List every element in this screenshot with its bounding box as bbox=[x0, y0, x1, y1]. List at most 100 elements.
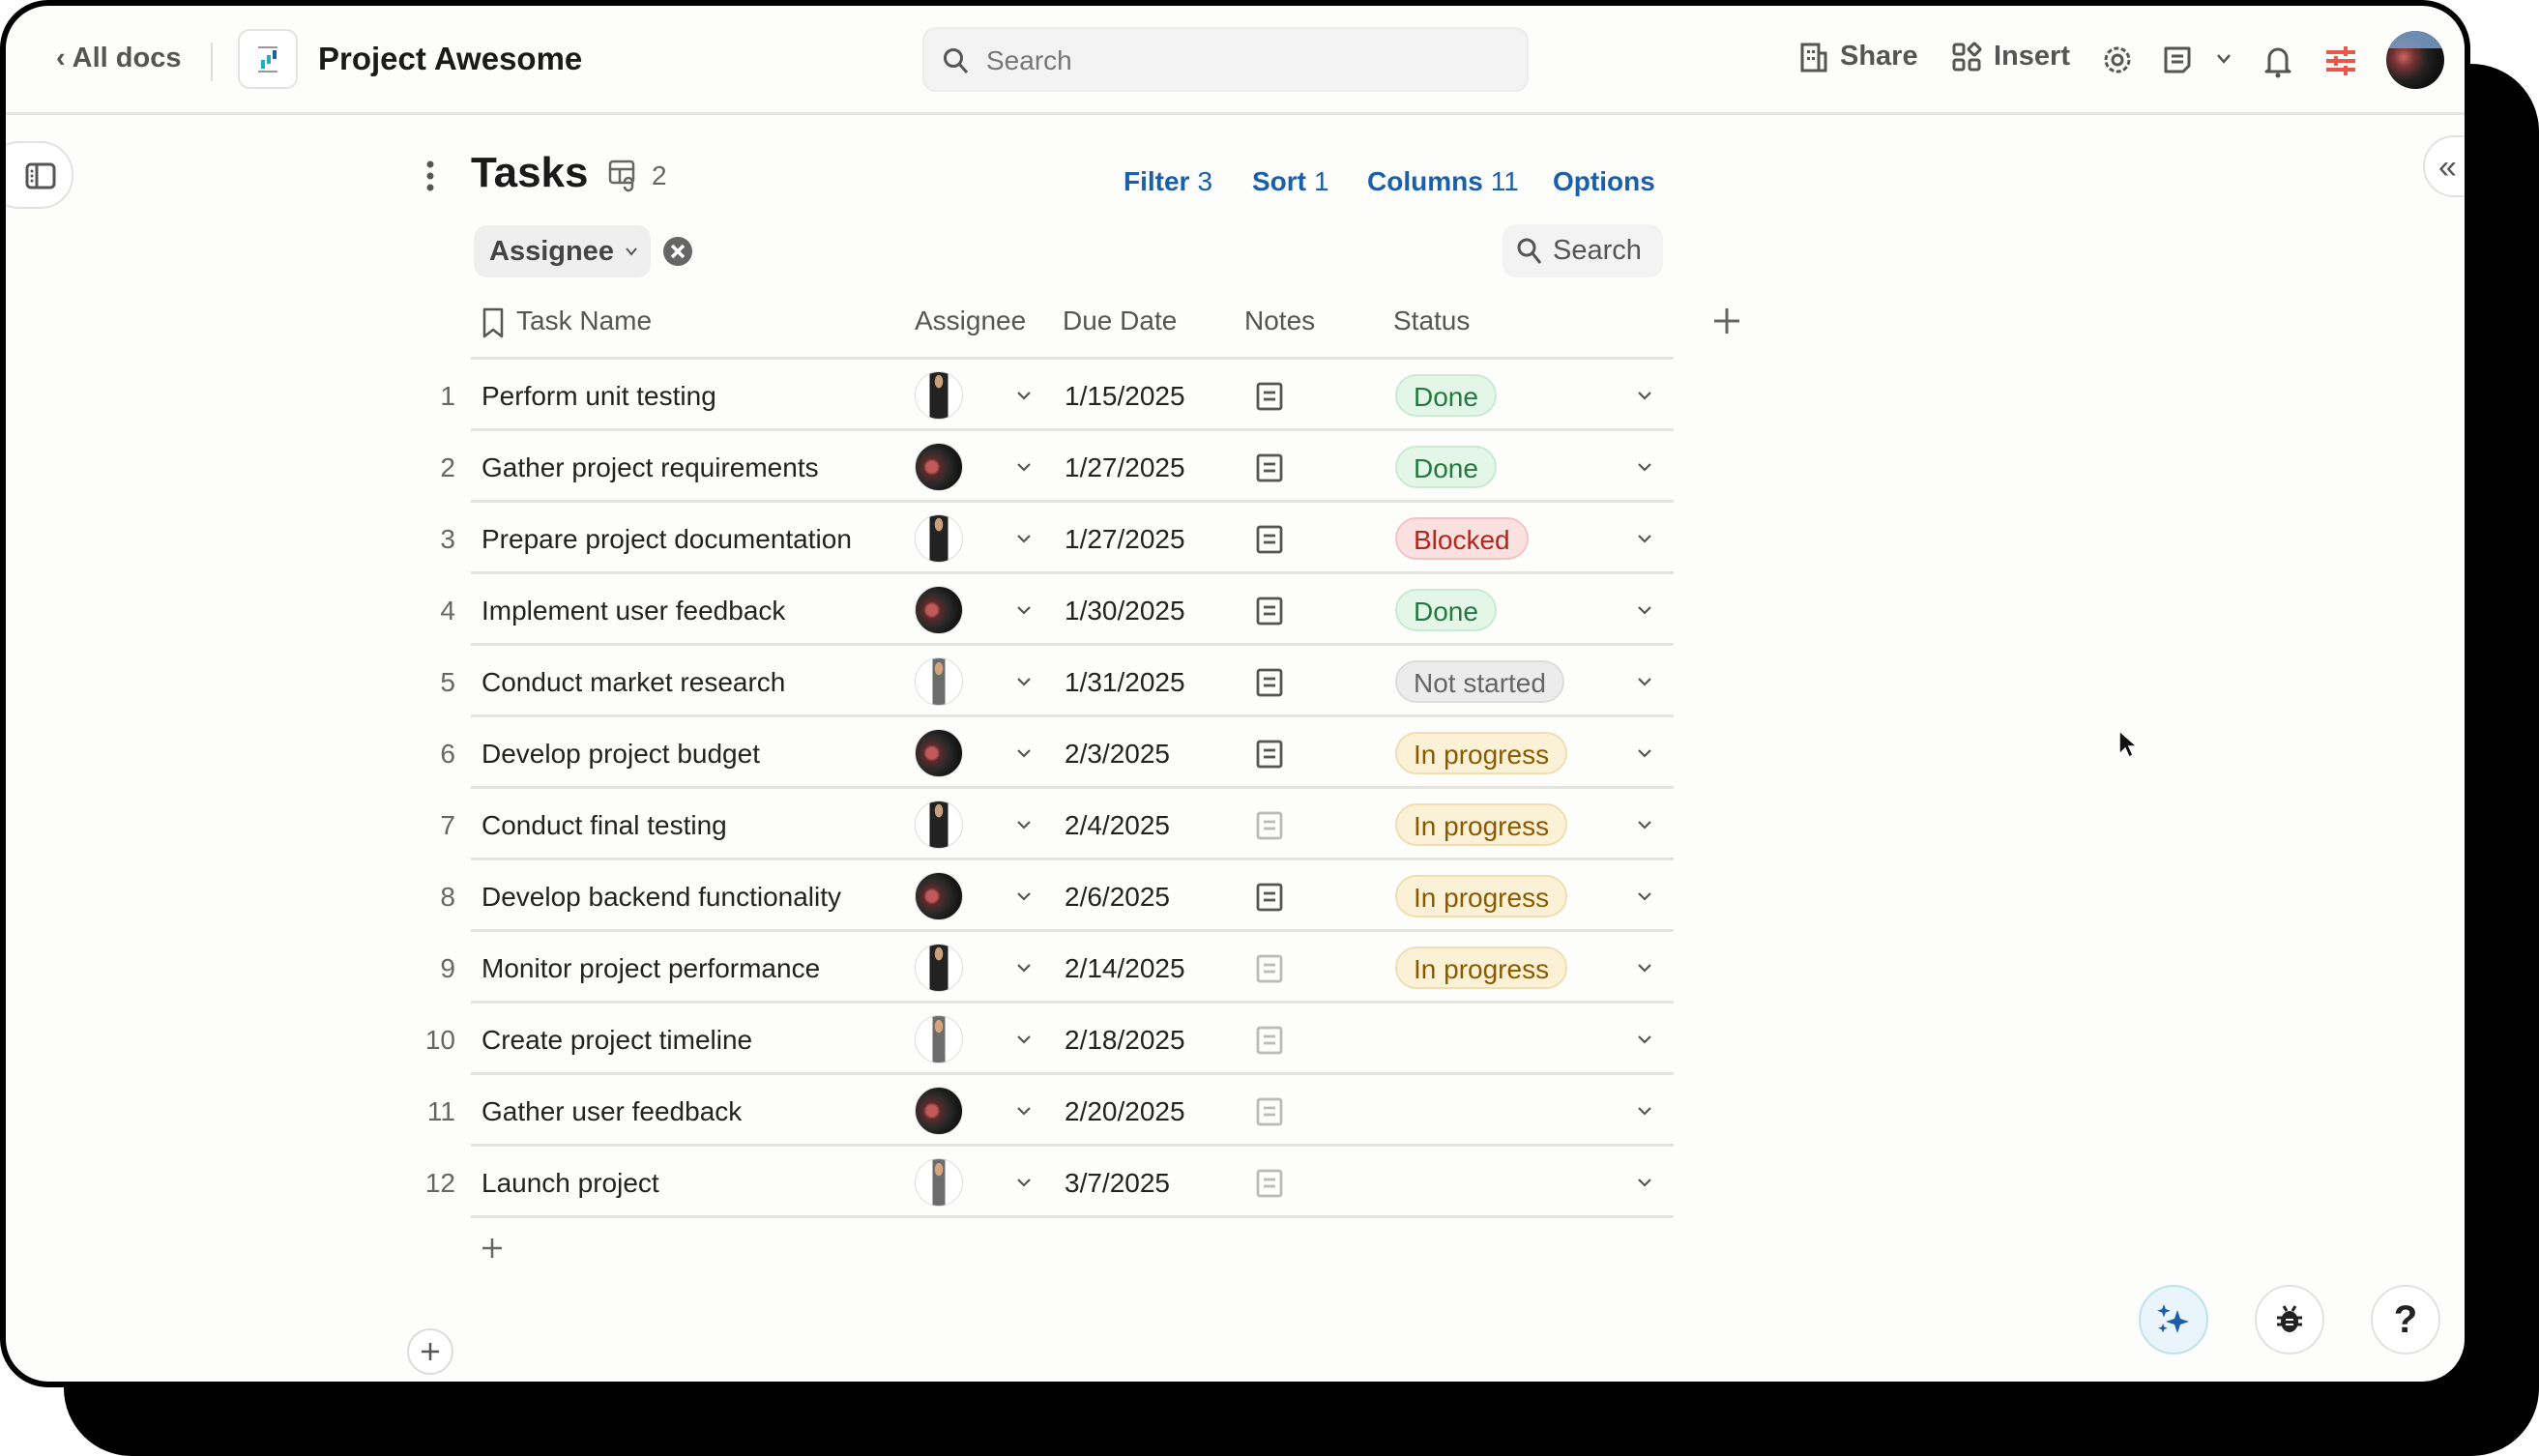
assignee-avatar[interactable] bbox=[915, 1087, 963, 1135]
assignee-chevron-down-icon[interactable] bbox=[1015, 882, 1033, 911]
linked-tables-icon[interactable] bbox=[607, 159, 640, 193]
status-chevron-down-icon[interactable] bbox=[1636, 882, 1653, 911]
columns-button[interactable]: Columns 11 bbox=[1367, 166, 1519, 196]
task-name-cell[interactable]: Gather project requirements bbox=[482, 452, 819, 482]
notes-icon[interactable] bbox=[1255, 1168, 1284, 1199]
assignee-chevron-down-icon[interactable] bbox=[1015, 381, 1033, 410]
due-date-cell[interactable]: 3/7/2025 bbox=[1065, 1168, 1170, 1198]
assignee-chevron-down-icon[interactable] bbox=[1015, 596, 1033, 625]
assignee-avatar[interactable] bbox=[915, 1015, 963, 1063]
table-row[interactable]: 2 Gather project requirements 1/27/2025 Don… bbox=[412, 431, 1674, 503]
doc-logo-icon[interactable] bbox=[238, 29, 298, 89]
status-chevron-down-icon[interactable] bbox=[1636, 739, 1653, 768]
collapse-right-panel-button[interactable]: « bbox=[2423, 135, 2465, 197]
comments-icon[interactable] bbox=[2160, 43, 2195, 77]
table-row[interactable]: 1 Perform unit testing 1/15/2025 Done bbox=[412, 360, 1674, 431]
assignee-avatar[interactable] bbox=[915, 801, 963, 849]
assignee-chevron-down-icon[interactable] bbox=[1015, 1096, 1033, 1125]
assignee-avatar[interactable] bbox=[915, 586, 963, 634]
task-name-cell[interactable]: Prepare project documentation bbox=[482, 524, 852, 554]
status-chevron-down-icon[interactable] bbox=[1636, 810, 1653, 839]
status-badge[interactable]: In progress bbox=[1395, 803, 1568, 846]
task-name-cell[interactable]: Perform unit testing bbox=[482, 381, 716, 411]
status-badge[interactable]: Not started bbox=[1395, 660, 1564, 703]
due-date-cell[interactable]: 1/31/2025 bbox=[1065, 667, 1185, 697]
assignee-avatar[interactable] bbox=[915, 872, 963, 920]
task-name-cell[interactable]: Implement user feedback bbox=[482, 596, 786, 626]
notes-icon[interactable] bbox=[1255, 739, 1284, 770]
options-button[interactable]: Options bbox=[1553, 166, 1655, 196]
assignee-chevron-down-icon[interactable] bbox=[1015, 739, 1033, 768]
notes-icon[interactable] bbox=[1255, 452, 1284, 483]
task-name-cell[interactable]: Gather user feedback bbox=[482, 1096, 743, 1126]
add-row-icon[interactable] bbox=[480, 1236, 505, 1261]
status-badge[interactable]: Done bbox=[1395, 446, 1497, 488]
notes-icon[interactable] bbox=[1255, 524, 1284, 555]
assignee-avatar[interactable] bbox=[915, 443, 963, 491]
task-name-cell[interactable]: Develop backend functionality bbox=[482, 882, 842, 912]
assignee-chevron-down-icon[interactable] bbox=[1015, 667, 1033, 696]
status-chevron-down-icon[interactable] bbox=[1636, 524, 1653, 553]
notes-icon[interactable] bbox=[1255, 596, 1284, 626]
table-row[interactable]: 3 Prepare project documentation 1/27/2025 B… bbox=[412, 503, 1674, 574]
status-chevron-down-icon[interactable] bbox=[1636, 667, 1653, 696]
task-name-cell[interactable]: Conduct final testing bbox=[482, 810, 727, 840]
status-badge[interactable]: Blocked bbox=[1395, 517, 1529, 560]
chevron-down-icon[interactable] bbox=[2215, 52, 2233, 66]
assignee-chevron-down-icon[interactable] bbox=[1015, 1168, 1033, 1197]
assignee-avatar[interactable] bbox=[915, 657, 963, 706]
insert-button[interactable]: Insert bbox=[1951, 41, 2070, 73]
assignee-chevron-down-icon[interactable] bbox=[1015, 452, 1033, 481]
group-by-assignee-chip[interactable]: Assignee bbox=[474, 225, 651, 277]
column-header-due-date[interactable]: Due Date bbox=[1063, 306, 1178, 335]
task-name-cell[interactable]: Launch project bbox=[482, 1168, 659, 1198]
notes-icon[interactable] bbox=[1255, 810, 1284, 841]
bell-icon[interactable] bbox=[2262, 43, 2293, 79]
assignee-avatar[interactable] bbox=[915, 944, 963, 992]
global-search-input[interactable]: Search bbox=[922, 27, 1529, 92]
assignee-avatar[interactable] bbox=[915, 729, 963, 777]
table-row[interactable]: 7 Conduct final testing 2/4/2025 In progres… bbox=[412, 789, 1674, 860]
due-date-cell[interactable]: 1/27/2025 bbox=[1065, 524, 1185, 554]
assignee-avatar[interactable] bbox=[915, 1158, 963, 1207]
assignee-chevron-down-icon[interactable] bbox=[1015, 810, 1033, 839]
status-badge[interactable]: In progress bbox=[1395, 875, 1568, 917]
filter-button[interactable]: Filter 3 bbox=[1124, 166, 1213, 196]
status-chevron-down-icon[interactable] bbox=[1636, 1025, 1653, 1054]
notes-icon[interactable] bbox=[1255, 953, 1284, 984]
table-row[interactable]: 4 Implement user feedback 1/30/2025 Done bbox=[412, 574, 1674, 646]
notes-icon[interactable] bbox=[1255, 1025, 1284, 1056]
due-date-cell[interactable]: 1/15/2025 bbox=[1065, 381, 1185, 411]
add-block-button[interactable] bbox=[407, 1328, 453, 1375]
assignee-avatar[interactable] bbox=[915, 514, 963, 563]
assignee-chevron-down-icon[interactable] bbox=[1015, 1025, 1033, 1054]
status-badge[interactable]: In progress bbox=[1395, 732, 1568, 774]
status-chevron-down-icon[interactable] bbox=[1636, 953, 1653, 982]
table-row[interactable]: 5 Conduct market research 1/31/2025 Not sta… bbox=[412, 646, 1674, 717]
status-chevron-down-icon[interactable] bbox=[1636, 1096, 1653, 1125]
notes-icon[interactable] bbox=[1255, 1096, 1284, 1127]
column-header-assignee[interactable]: Assignee bbox=[915, 306, 1027, 335]
task-name-cell[interactable]: Develop project budget bbox=[482, 739, 760, 769]
share-button[interactable]: Share bbox=[1799, 41, 1918, 73]
add-column-icon[interactable] bbox=[1711, 306, 1742, 336]
due-date-cell[interactable]: 2/20/2025 bbox=[1065, 1096, 1185, 1126]
user-avatar[interactable] bbox=[2386, 31, 2444, 89]
sliders-icon[interactable] bbox=[2324, 44, 2357, 77]
due-date-cell[interactable]: 2/18/2025 bbox=[1065, 1025, 1185, 1055]
assignee-chevron-down-icon[interactable] bbox=[1015, 953, 1033, 982]
sort-button[interactable]: Sort 1 bbox=[1252, 166, 1329, 196]
sidebar-toggle-button[interactable] bbox=[6, 141, 73, 209]
assignee-chevron-down-icon[interactable] bbox=[1015, 524, 1033, 553]
status-chevron-down-icon[interactable] bbox=[1636, 1168, 1653, 1197]
help-button[interactable]: ? bbox=[2371, 1285, 2440, 1354]
due-date-cell[interactable]: 2/3/2025 bbox=[1065, 739, 1170, 769]
status-chevron-down-icon[interactable] bbox=[1636, 452, 1653, 481]
assignee-avatar[interactable] bbox=[915, 371, 963, 420]
table-row[interactable]: 11 Gather user feedback 2/20/2025 bbox=[412, 1075, 1674, 1147]
table-row[interactable]: 9 Monitor project performance 2/14/2025 In … bbox=[412, 932, 1674, 1004]
status-badge[interactable]: Done bbox=[1395, 589, 1497, 631]
due-date-cell[interactable]: 1/27/2025 bbox=[1065, 452, 1185, 482]
task-name-cell[interactable]: Create project timeline bbox=[482, 1025, 753, 1055]
table-menu-kebab-icon[interactable] bbox=[423, 159, 437, 193]
